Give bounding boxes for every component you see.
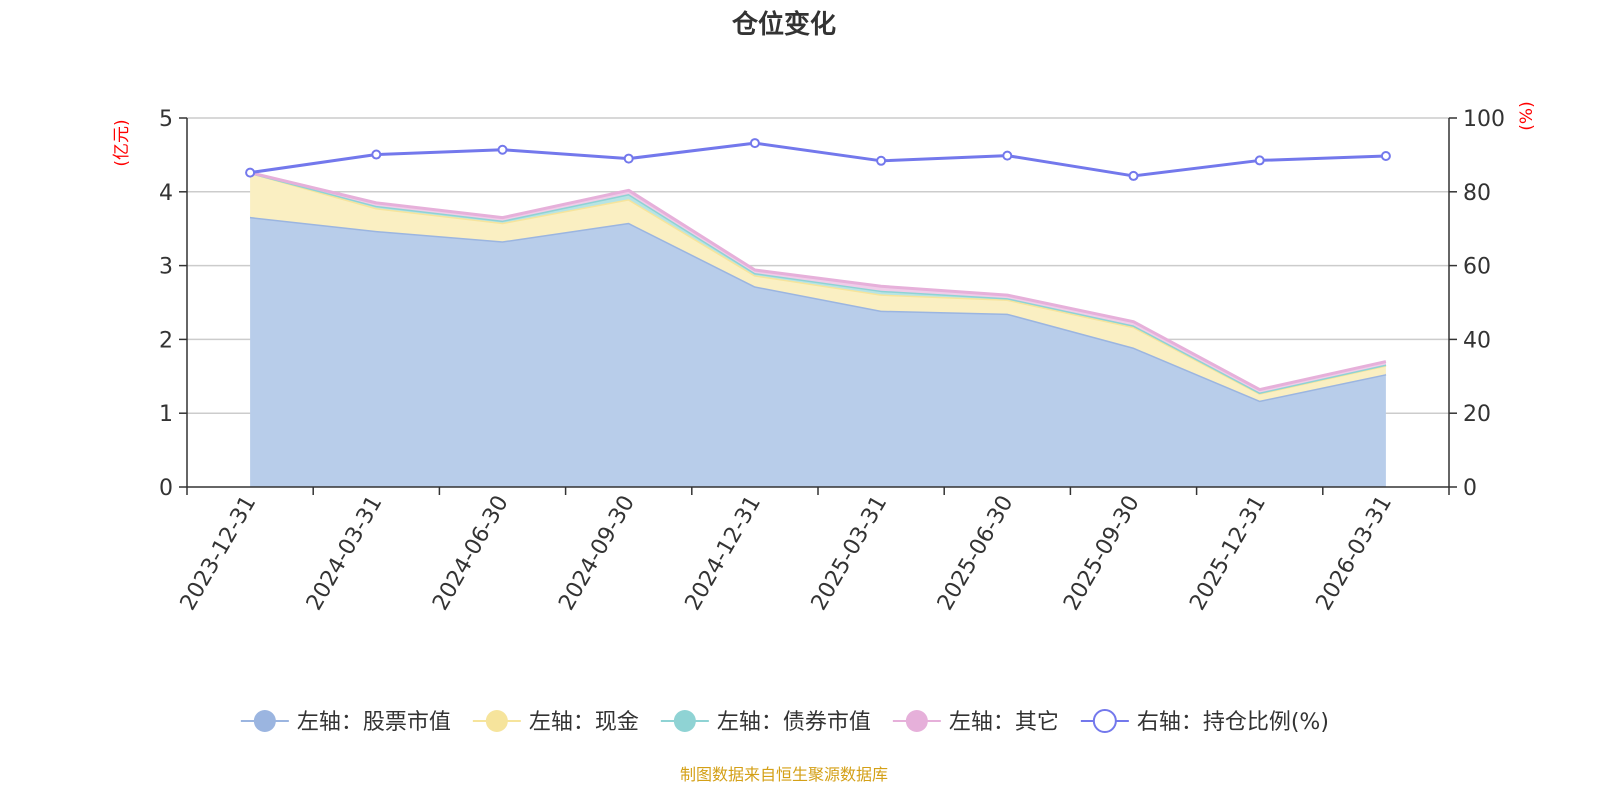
area-edge-3: [249, 171, 1387, 392]
ratio-point: [371, 149, 382, 160]
ratio-point: [1128, 170, 1139, 181]
stacked-areas: [249, 171, 1387, 487]
left-axis-tick-label: 2: [159, 328, 173, 353]
left-axis-tick-label: 0: [159, 476, 173, 501]
area-0: [250, 216, 1386, 487]
position-ratio-line: [245, 138, 1391, 181]
legend-label: 右轴：持仓比例(%): [1137, 710, 1329, 735]
ratio-point: [497, 144, 508, 155]
x-axis-tick-label: 2024-09-30: [554, 492, 640, 615]
x-axis-tick-label: 2023-12-31: [176, 492, 262, 615]
x-axis-tick-label: 2024-12-31: [681, 492, 767, 615]
chart-title: 仓位变化: [731, 9, 836, 40]
right-axis-tick-label: 60: [1463, 255, 1491, 280]
legend-label: 左轴：债券市值: [717, 710, 871, 735]
ratio-line: [249, 141, 1386, 178]
legend-label: 左轴：股票市值: [297, 710, 451, 735]
right-axis-tick-label: 80: [1463, 181, 1491, 206]
left-axis-unit: (亿元): [112, 119, 132, 166]
legend-label: 左轴：其它: [949, 710, 1059, 735]
x-axis-tick-label: 2026-03-31: [1312, 492, 1398, 615]
left-axis-tick-label: 3: [159, 255, 173, 280]
legend-marker-icon: [253, 710, 276, 732]
legend-marker-icon: [1092, 709, 1117, 733]
legend-label: 左轴：现金: [529, 710, 639, 735]
source-note: 制图数据来自恒生聚源数据库: [680, 765, 888, 784]
legend-marker-icon: [673, 710, 696, 732]
ratio-point: [245, 167, 256, 178]
ratio-point: [1380, 151, 1391, 162]
left-axis-tick-label: 5: [159, 107, 173, 132]
legend-item: 左轴：现金: [472, 710, 639, 735]
ratio-point: [749, 138, 760, 149]
ratio-point: [623, 153, 634, 164]
legend-item: 左轴：债券市值: [660, 710, 871, 735]
left-axis-tick-label: 1: [159, 402, 173, 427]
area-1: [250, 172, 1386, 401]
right-axis-tick-label: 0: [1463, 476, 1477, 501]
legend-item: 左轴：股票市值: [240, 710, 451, 735]
left-axis-tick-label: 4: [159, 181, 173, 206]
x-axis-tick-label: 2025-09-30: [1059, 492, 1145, 615]
ratio-point: [1002, 150, 1013, 161]
right-axis-tick-label: 40: [1463, 328, 1491, 353]
ratio-point: [1254, 155, 1265, 166]
legend-marker-icon: [905, 710, 928, 732]
right-axis-unit: (%): [1517, 101, 1537, 130]
x-axis-tick-label: 2025-03-31: [807, 492, 893, 615]
legend-item: 右轴：持仓比例(%): [1080, 709, 1329, 735]
right-axis-tick-label: 100: [1463, 107, 1505, 132]
legend-item: 左轴：其它: [892, 710, 1059, 735]
x-axis-tick-label: 2024-03-31: [302, 492, 388, 615]
legend-marker-icon: [485, 710, 508, 732]
legend: 左轴：股票市值 左轴：现金 左轴：债券市值 左轴：其它 右轴：持仓比例(%): [240, 709, 1329, 735]
x-axis-tick-label: 2025-12-31: [1185, 492, 1271, 615]
x-axis-tick-label: 2025-06-30: [933, 492, 1019, 615]
ratio-point: [876, 155, 887, 166]
right-axis-tick-label: 20: [1463, 402, 1491, 427]
x-axis-tick-label: 2024-06-30: [428, 492, 514, 615]
